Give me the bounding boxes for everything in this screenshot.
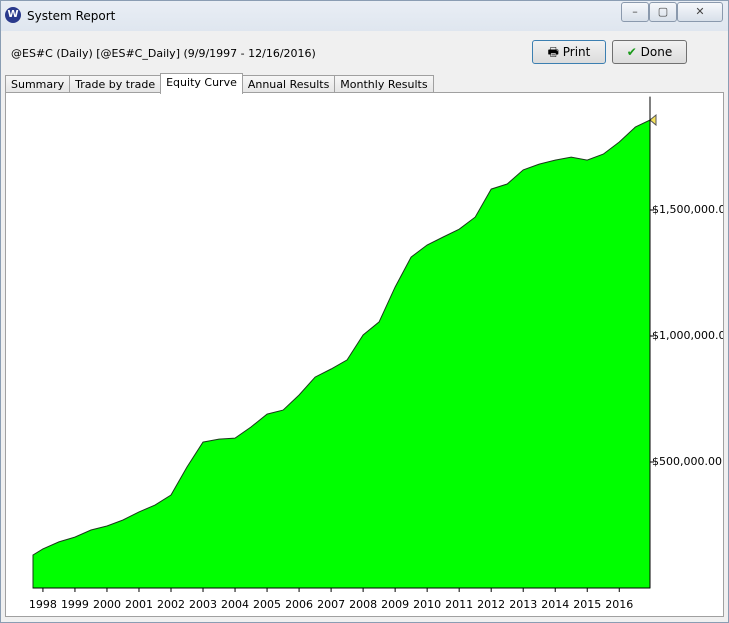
equity-chart: 1998 1999 2000 2001 2002 2003 2004 2005 2006 2007… bbox=[29, 96, 723, 611]
x-tick-label: 2012 bbox=[477, 598, 505, 611]
print-label: Print bbox=[562, 45, 591, 59]
title-bar: W System Report – ▢ ✕ bbox=[1, 1, 728, 31]
x-tick-label: 2002 bbox=[157, 598, 185, 611]
equity-area bbox=[32, 119, 651, 589]
x-tick-label: 2016 bbox=[605, 598, 633, 611]
tab[interactable]: Summary bbox=[5, 75, 71, 94]
x-tick-label: 1998 bbox=[29, 598, 57, 611]
x-tick-label: 1999 bbox=[61, 598, 89, 611]
y-tick-label: $500,000.00 bbox=[652, 455, 722, 468]
x-tick-label: 2001 bbox=[125, 598, 153, 611]
y-tick-label: $1,000,000.00 bbox=[652, 329, 723, 342]
done-label: Done bbox=[640, 45, 673, 59]
x-tick-label: 2000 bbox=[93, 598, 121, 611]
tab[interactable]: Equity Curve bbox=[160, 73, 243, 94]
tab-bar: Summary Trade by trade Equity Curve Annual … bbox=[5, 73, 434, 94]
x-tick-label: 2015 bbox=[573, 598, 601, 611]
x-tick-label: 2008 bbox=[349, 598, 377, 611]
x-tick-label: 2006 bbox=[285, 598, 313, 611]
app-icon: W bbox=[5, 7, 21, 23]
x-tick-label: 2013 bbox=[509, 598, 537, 611]
x-tick-label: 2010 bbox=[413, 598, 441, 611]
done-button[interactable]: ✔ Done bbox=[612, 40, 687, 64]
x-tick-label: 2007 bbox=[317, 598, 345, 611]
print-button[interactable]: 🖶 Print bbox=[532, 40, 606, 64]
window-title: System Report bbox=[27, 9, 116, 23]
end-marker bbox=[649, 113, 657, 127]
chart-panel: 1998 1999 2000 2001 2002 2003 2004 2005 2006 2007… bbox=[5, 92, 724, 617]
x-tick-label: 2011 bbox=[445, 598, 473, 611]
x-tick-label: 2004 bbox=[221, 598, 249, 611]
close-button[interactable]: ✕ bbox=[677, 2, 723, 22]
x-tick-label: 2009 bbox=[381, 598, 409, 611]
minimize-button[interactable]: – bbox=[621, 2, 649, 22]
y-tick-label: $1,500,000.00 bbox=[652, 203, 723, 216]
maximize-button[interactable]: ▢ bbox=[649, 2, 677, 22]
report-header: @ES#C (Daily) [@ES#C_Daily] (9/9/1997 - … bbox=[11, 47, 316, 60]
tab[interactable]: Trade by trade bbox=[69, 75, 162, 94]
x-tick-label: 2014 bbox=[541, 598, 569, 611]
x-tick-label: 2003 bbox=[189, 598, 217, 611]
tab[interactable]: Monthly Results bbox=[334, 75, 434, 94]
x-tick-label: 2005 bbox=[253, 598, 281, 611]
